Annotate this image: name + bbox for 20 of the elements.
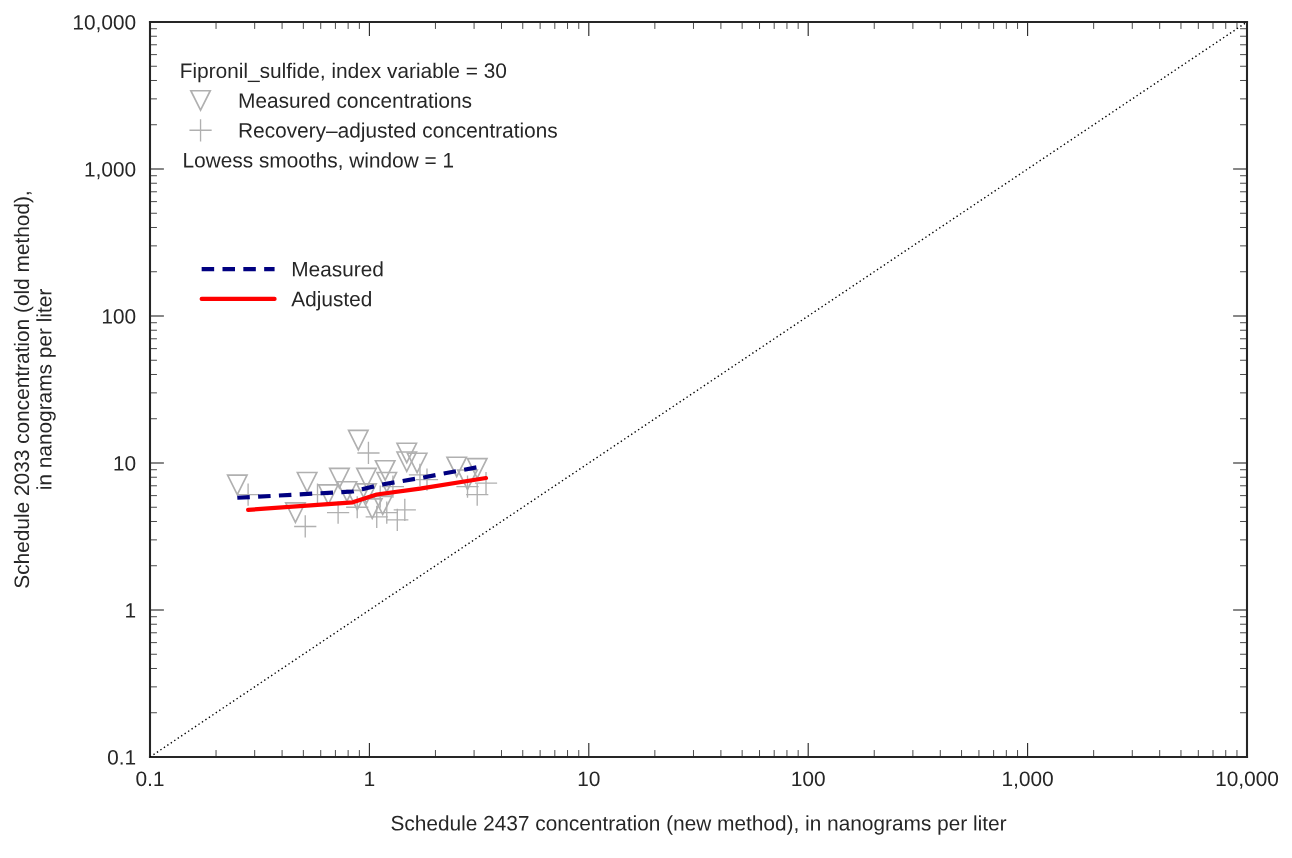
x-tick-label: 10,000 bbox=[1216, 771, 1279, 789]
x-tick-label: 1 bbox=[365, 771, 375, 786]
x-tick-label: 100 bbox=[792, 771, 825, 787]
x-axis-title: Schedule 2437 concentration (new method), in nanograms per liter bbox=[391, 815, 1007, 835]
y-tick-label: 10 bbox=[114, 456, 136, 471]
legend-label: Recovery–adjusted concentrations bbox=[239, 122, 557, 142]
x-tick-label: 0.1 bbox=[136, 771, 164, 787]
legend-label: Measured bbox=[292, 261, 383, 277]
y-tick-label: 1 bbox=[126, 603, 136, 618]
legend-label: Adjusted bbox=[291, 291, 371, 311]
annotation: Lowess smooths, window = 1 bbox=[184, 152, 454, 171]
y-tick-label: 1,000 bbox=[85, 162, 136, 180]
x-tick-label: 1,000 bbox=[1003, 771, 1053, 789]
y-axis-title: Schedule 2033 concentration (old method), in nanograms per liter bbox=[13, 192, 56, 588]
y-tick-label: 0.1 bbox=[107, 750, 136, 765]
y-tick-label: 100 bbox=[102, 309, 136, 324]
legend-label: Measured concentrations bbox=[239, 92, 472, 108]
x-tick-label: 10 bbox=[578, 771, 600, 787]
y-tick-label: 10,000 bbox=[73, 15, 136, 33]
legend-title: Fipronil_sulfide, index variable = 30 bbox=[181, 62, 507, 83]
